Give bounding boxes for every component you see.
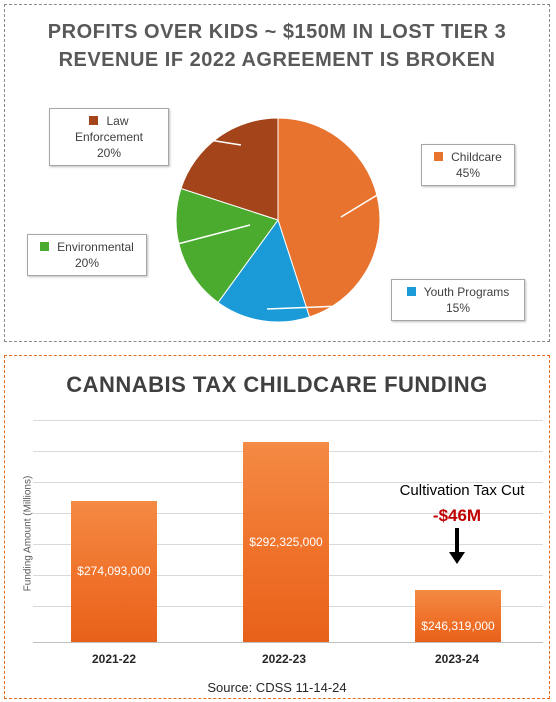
callout-leader-line [340, 168, 421, 218]
bar-value-label: $246,319,000 [421, 618, 495, 633]
swatch-environmental [40, 242, 50, 251]
slice-percent: 15% [445, 301, 471, 315]
bar-value-label: $292,325,000 [249, 535, 323, 549]
slice-label: Environmental [57, 240, 134, 254]
bar-2023-24: $246,319,000 [415, 589, 501, 642]
pie-slice-law-enforcement [180, 117, 279, 221]
bar-chart-panel: CANNABIS TAX CHILDCARE FUNDING Funding A… [4, 355, 550, 699]
pie-slice-youth-programs [217, 218, 311, 323]
gridline [33, 420, 543, 421]
callout-childcare: Childcare 45% [421, 144, 515, 186]
swatch-childcare [434, 152, 444, 161]
slice-label: Childcare [451, 150, 502, 164]
bar-2022-23: $292,325,000 [243, 442, 329, 642]
x-tick-label: 2022-23 [261, 652, 307, 666]
callout-leader-line [266, 303, 394, 310]
funding-delta: -$46M [432, 506, 482, 525]
callout-law-enforcement: Law Enforcement 20% [49, 108, 169, 166]
bar-chart-title: CANNABIS TAX CHILDCARE FUNDING [66, 372, 488, 397]
slice-percent: 45% [455, 166, 481, 180]
callout-leader-line [146, 224, 251, 253]
pie-title-line-2: REVENUE IF 2022 AGREEMENT IS BROKEN [58, 49, 496, 71]
slice-percent: 20% [96, 146, 122, 160]
slice-percent: 20% [74, 256, 100, 270]
slice-label: Law Enforcement [74, 114, 144, 144]
pie-chart [146, 117, 421, 323]
swatch-youth-programs [406, 287, 416, 296]
down-arrow-icon [449, 528, 465, 564]
callout-environmental: Environmental 20% [27, 234, 147, 276]
swatch-law-enforcement [89, 116, 99, 125]
pie-slice-childcare [277, 117, 381, 318]
bar-2021-22: $274,093,000 [71, 500, 157, 642]
pie-title-line-1: PROFITS OVER KIDS ~ $150M IN LOST TIER 3 [47, 21, 507, 43]
y-axis-label: Funding Amount (Millions) [22, 475, 34, 592]
pie-chart-panel: PROFITS OVER KIDS ~ $150M IN LOST TIER 3… [4, 4, 550, 342]
callout-youth-programs: Youth Programs 15% [391, 279, 525, 321]
pie-slice-environmental [175, 187, 279, 304]
cultivation-tax-annotation: Cultivation Tax Cut [399, 482, 525, 499]
x-tick-label: 2021-22 [91, 652, 137, 666]
bar-value-label: $274,093,000 [77, 564, 151, 579]
slice-label: Youth Programs [423, 285, 510, 299]
x-tick-label: 2023-24 [434, 652, 480, 666]
source-note: Source: CDSS 11-14-24 [207, 680, 347, 695]
gridline [33, 642, 543, 643]
callout-leader-line [164, 132, 242, 146]
